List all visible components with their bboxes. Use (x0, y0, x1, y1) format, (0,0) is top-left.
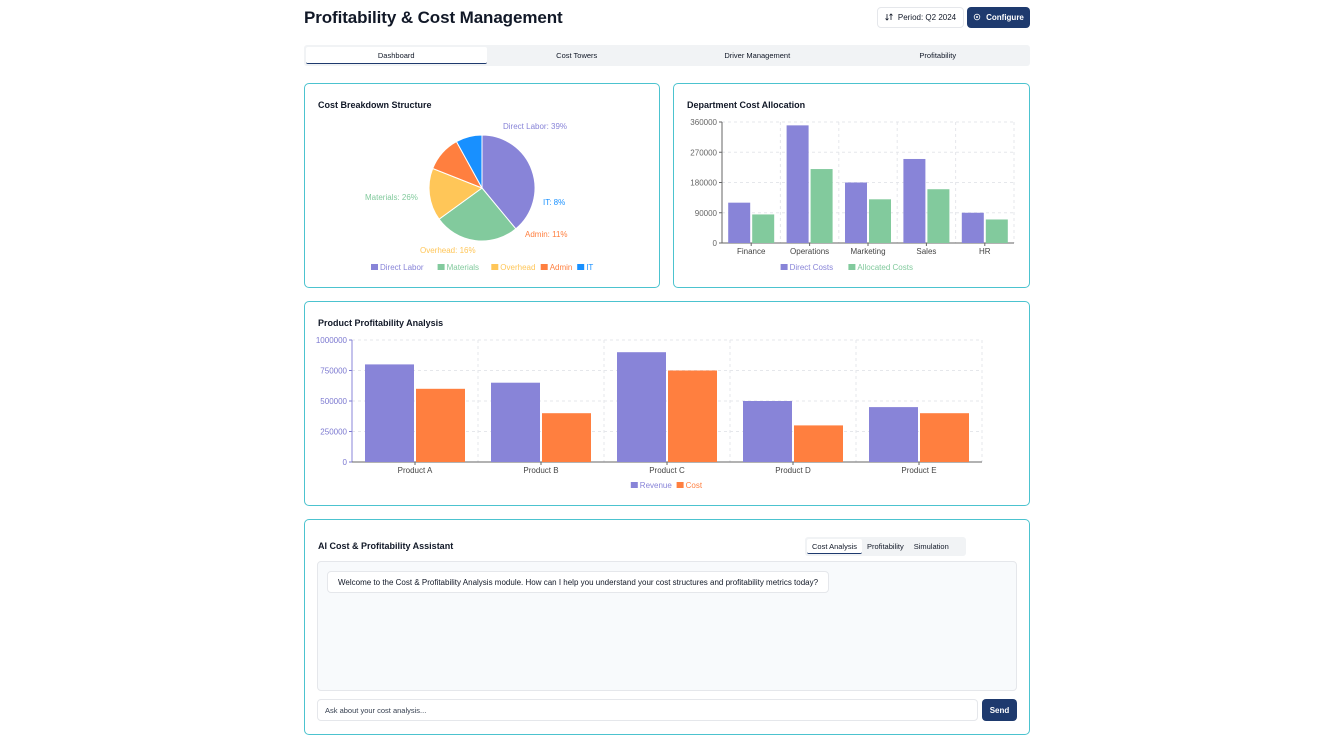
page-title: Profitability & Cost Management (304, 8, 563, 27)
main-tabs: Dashboard Cost Towers Driver Management … (304, 45, 1030, 66)
bar-cost-product-e (920, 413, 969, 462)
bar-cost-product-b (542, 413, 591, 462)
tab-assistant-profitability[interactable]: Profitability (867, 542, 904, 551)
legend-swatch-it (577, 264, 585, 270)
x-tick-label-sales: Sales (916, 247, 936, 256)
assistant-title: AI Cost & Profitability Assistant (318, 541, 454, 551)
legend-swatch-admin (540, 264, 548, 270)
chat-area[interactable]: Welcome to the Cost & Profitability Anal… (317, 561, 1017, 691)
bar-direct-costs-operations (786, 125, 809, 243)
x-tick-label-product-c: Product C (649, 466, 685, 475)
x-tick-label-product-a: Product A (398, 466, 433, 475)
legend-swatch-direct-labor (371, 264, 378, 270)
tab-cost-towers[interactable]: Cost Towers (556, 51, 598, 60)
pie-slice-overhead (428, 167, 484, 220)
department-bar-chart: 0 90000 180000 270000 360000 Finance Operation… (690, 118, 1015, 272)
legend-label-allocated-costs: Allocated Costs (857, 263, 913, 272)
y-tick-label: 1000000 (316, 336, 348, 345)
configure-label: Configure (986, 13, 1024, 22)
product-bar-chart: 0 250000 500000 750000 1000000 Product A Produ… (316, 336, 983, 490)
legend-swatch-allocated-costs (848, 264, 856, 270)
product-profitability-card: Product Profitability Analysis 0 250000 50… (304, 301, 1030, 506)
legend-label-direct-labor: Direct Labor (380, 263, 424, 272)
tab-simulation[interactable]: Simulation (913, 542, 949, 551)
bar-revenue-product-e (869, 407, 918, 462)
legend-label-revenue: Revenue (640, 481, 673, 490)
bar-allocated-costs-marketing (869, 199, 891, 243)
legend-label-cost: Cost (686, 481, 703, 490)
pie-chart: Direct Labor: 39% Materials: 26% Overhead:… (365, 122, 593, 272)
bar-revenue-product-d (743, 401, 792, 462)
y-tick-label: 500000 (320, 397, 347, 406)
assistant-message: Welcome to the Cost & Profitability Anal… (327, 571, 830, 593)
y-tick-label: 0 (343, 458, 348, 467)
department-cost-title: Department Cost Allocation (687, 100, 806, 110)
pie-slice-materials (438, 187, 517, 242)
bar-cost-product-a (416, 388, 465, 462)
x-tick-label-product-e: Product E (901, 466, 936, 475)
gear-icon (973, 13, 981, 23)
assistant-card: AI Cost & Profitability Assistant Cost A… (304, 519, 1030, 735)
period-button[interactable]: Period: Q2 2024 (877, 7, 964, 28)
pie-slice-it (455, 134, 483, 189)
legend-swatch-materials (437, 264, 445, 270)
configure-button[interactable]: Configure (967, 7, 1030, 28)
x-tick-label-finance: Finance (737, 247, 766, 256)
legend-label-it: IT (586, 263, 593, 272)
pie-label-overhead: Overhead: 16% (420, 246, 476, 255)
legend-swatch-revenue (630, 482, 638, 488)
legend-label-materials: Materials (447, 263, 479, 272)
pie-label-it: IT: 8% (543, 198, 565, 207)
x-tick-label-product-b: Product B (523, 466, 558, 475)
x-tick-label-operations: Operations (790, 247, 829, 256)
bar-cost-product-d (794, 425, 843, 462)
legend-label-direct-costs: Direct Costs (790, 263, 834, 272)
product-profitability-title: Product Profitability Analysis (318, 318, 444, 328)
sort-arrows-icon (885, 12, 893, 23)
bar-direct-costs-hr (961, 212, 984, 243)
bar-allocated-costs-operations (810, 169, 833, 243)
bar-revenue-product-a (365, 364, 414, 462)
period-label: Period: Q2 2024 (897, 13, 957, 22)
bar-direct-costs-finance (728, 202, 751, 243)
send-button[interactable]: Send (982, 699, 1017, 721)
y-tick-label: 250000 (320, 428, 347, 437)
legend-swatch-direct-costs (780, 264, 788, 270)
legend-swatch-cost (676, 482, 684, 488)
tab-cost-analysis[interactable]: Cost Analysis (807, 539, 863, 554)
bar-allocated-costs-sales (927, 189, 950, 243)
legend-swatch-overhead (491, 264, 499, 270)
pie-slice-direct-labor (481, 134, 536, 230)
bar-allocated-costs-finance (752, 214, 775, 243)
cost-breakdown-title: Cost Breakdown Structure (318, 100, 432, 110)
header: Profitability & Cost Management Period: … (304, 7, 1030, 29)
bar-cost-product-c (668, 370, 717, 462)
x-tick-label-product-d: Product D (775, 466, 811, 475)
bar-revenue-product-b (491, 382, 540, 462)
cost-breakdown-card: Cost Breakdown Structure Direct Labor: 3… (304, 83, 660, 288)
tab-driver-management[interactable]: Driver Management (724, 51, 791, 60)
y-tick-label: 360000 (690, 118, 717, 127)
x-tick-label-hr: HR (979, 247, 991, 256)
chat-input[interactable] (317, 699, 978, 721)
bar-revenue-product-c (617, 352, 666, 462)
legend-label-admin: Admin (550, 263, 573, 272)
y-tick-label: 90000 (695, 209, 718, 218)
bar-allocated-costs-hr (985, 219, 1008, 243)
y-tick-label: 270000 (690, 148, 717, 157)
department-cost-card: Department Cost Allocation 0 90000 180000 2… (673, 83, 1030, 288)
pie-label-direct-labor: Direct Labor: 39% (503, 122, 567, 131)
bar-direct-costs-sales (903, 158, 926, 243)
y-tick-label: 180000 (690, 179, 717, 188)
tab-dashboard[interactable]: Dashboard (306, 47, 487, 64)
pie-label-admin: Admin: 11% (525, 230, 568, 239)
tab-profitability[interactable]: Profitability (919, 51, 957, 60)
bar-direct-costs-marketing (845, 182, 867, 243)
pie-label-materials: Materials: 26% (365, 193, 418, 202)
legend-label-overhead: Overhead (500, 263, 535, 272)
y-tick-label: 0 (713, 239, 718, 248)
assistant-tabs: Cost Analysis Profitability Simulation (805, 537, 966, 556)
x-tick-label-marketing: Marketing (850, 247, 885, 256)
y-tick-label: 750000 (320, 367, 347, 376)
